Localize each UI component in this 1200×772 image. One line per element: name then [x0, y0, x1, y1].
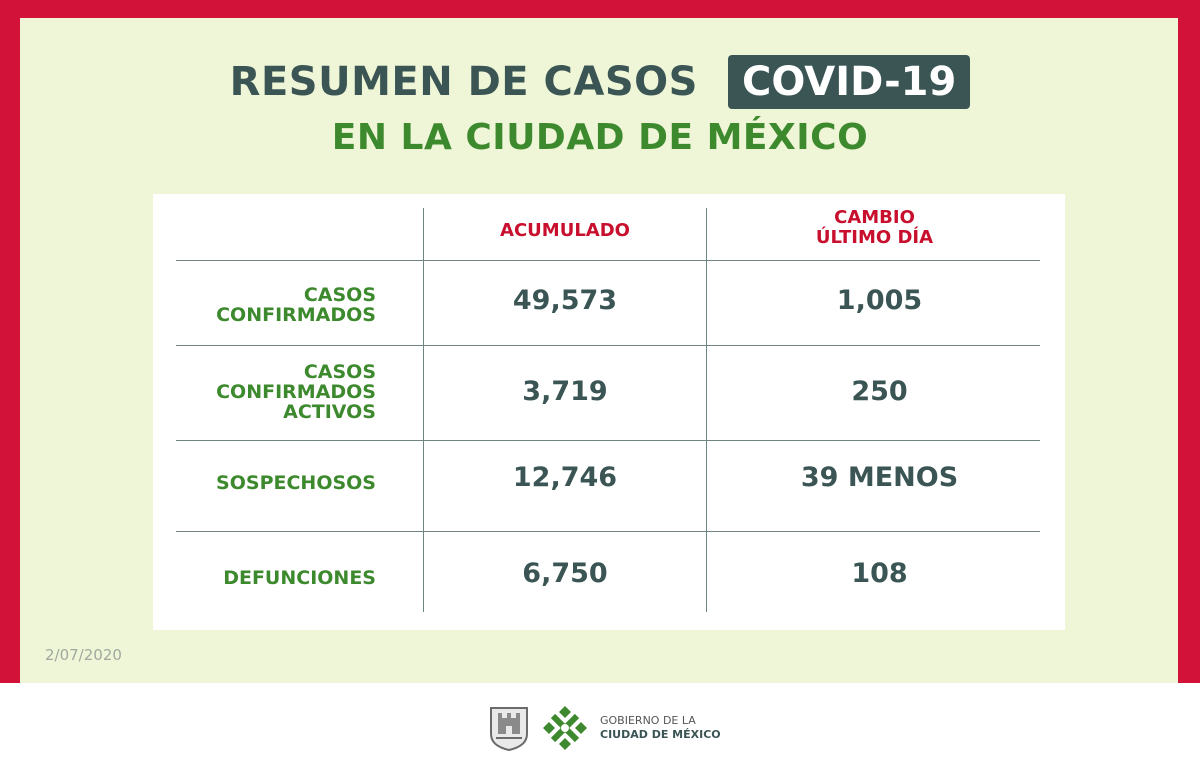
- cell-cambio-confirmados: 1,005: [836, 285, 923, 316]
- cell-cambio-defunciones: 108: [851, 558, 908, 589]
- row-label-defunciones: DEFUNCIONES: [223, 567, 376, 589]
- title-row: RESUMEN DE CASOS COVID-19: [0, 55, 1200, 109]
- row-divider: [176, 260, 1040, 261]
- government-label: GOBIERNO DE LA CIUDAD DE MÉXICO: [600, 714, 721, 742]
- row-divider: [176, 440, 1040, 441]
- column-divider: [423, 208, 424, 612]
- row-label-confirmados: CASOS CONFIRMADOS: [216, 284, 376, 326]
- row-divider: [176, 345, 1040, 346]
- page-subtitle: EN LA CIUDAD DE MÉXICO: [331, 117, 869, 158]
- cell-acumulado-activos: 3,719: [522, 376, 608, 407]
- summary-table: ACUMULADO CAMBIO ÚLTIMO DÍA CASOS CONFIR…: [153, 194, 1065, 630]
- page-title: RESUMEN DE CASOS: [229, 59, 698, 105]
- coat-of-arms-icon: [490, 707, 528, 752]
- cell-cambio-sospechosos: 39 MENOS: [800, 462, 959, 493]
- cdmx-logo-icon: [543, 706, 587, 750]
- cell-cambio-activos: 250: [851, 376, 908, 407]
- report-date: 2/07/2020: [45, 646, 122, 664]
- row-label-sospechosos: SOSPECHOSOS: [216, 472, 376, 494]
- column-header-acumulado: ACUMULADO: [500, 220, 630, 241]
- row-divider: [176, 531, 1040, 532]
- column-divider: [706, 208, 707, 612]
- government-line1: GOBIERNO DE LA: [600, 714, 696, 727]
- row-label-activos: CASOS CONFIRMADOS ACTIVOS: [216, 361, 376, 423]
- cell-acumulado-confirmados: 49,573: [512, 285, 618, 316]
- government-line2: CIUDAD DE MÉXICO: [600, 728, 721, 741]
- cell-acumulado-defunciones: 6,750: [522, 558, 608, 589]
- column-header-cambio: CAMBIO ÚLTIMO DÍA: [815, 207, 934, 248]
- footer-logos: GOBIERNO DE LA CIUDAD DE MÉXICO: [488, 700, 721, 756]
- cell-acumulado-sospechosos: 12,746: [512, 462, 618, 493]
- covid-badge: COVID-19: [728, 55, 971, 109]
